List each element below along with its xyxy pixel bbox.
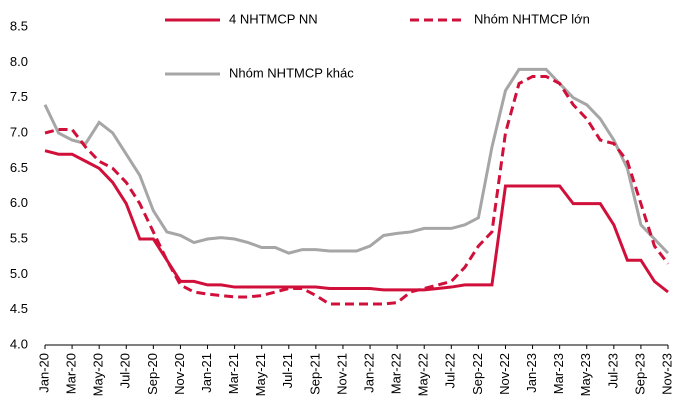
x-tick-label: May-21 bbox=[253, 353, 268, 396]
x-tick-label: May-20 bbox=[91, 353, 106, 396]
x-tick-label: Jan-20 bbox=[36, 353, 51, 393]
legend-label: Nhóm NHTMCP khác bbox=[229, 65, 354, 80]
x-tick-label: May-23 bbox=[578, 353, 593, 396]
x-tick-label: May-22 bbox=[416, 353, 431, 396]
x-tick-label: Sep-21 bbox=[307, 353, 322, 395]
x-tick-label: Mar-23 bbox=[551, 353, 566, 394]
legend-label: 4 NHTMCP NN bbox=[229, 11, 318, 26]
y-tick-label: 8.5 bbox=[10, 18, 28, 33]
x-tick-label: Mar-20 bbox=[64, 353, 79, 394]
x-tick-label: Sep-23 bbox=[632, 353, 647, 395]
series-line bbox=[43, 67, 670, 255]
y-tick-label: 6.5 bbox=[10, 160, 28, 175]
x-tick-label: Sep-20 bbox=[145, 353, 160, 395]
x-tick-label: Jul-20 bbox=[118, 353, 133, 388]
x-tick-label: Jul-21 bbox=[280, 353, 295, 388]
y-tick-label: 7.0 bbox=[10, 124, 28, 139]
series-line bbox=[44, 149, 669, 294]
x-tick-label: Jan-22 bbox=[361, 353, 376, 393]
y-tick-label: 5.5 bbox=[10, 230, 28, 245]
x-tick-label: Sep-22 bbox=[470, 353, 485, 395]
legend-label: Nhóm NHTMCP lớn bbox=[474, 11, 590, 26]
y-tick-label: 8.0 bbox=[10, 54, 28, 69]
x-tick-label: Jan-23 bbox=[524, 353, 539, 393]
x-tick-label: Jan-21 bbox=[199, 353, 214, 393]
y-tick-label: 4.0 bbox=[10, 336, 28, 351]
x-tick-label: Nov-21 bbox=[334, 353, 349, 395]
x-tick-label: Jul-22 bbox=[443, 353, 458, 388]
y-tick-label: 7.5 bbox=[10, 89, 28, 104]
series-line bbox=[44, 74, 670, 306]
x-tick-label: Mar-21 bbox=[226, 353, 241, 394]
x-tick-label: Mar-22 bbox=[389, 353, 404, 394]
x-tick-label: Nov-20 bbox=[172, 353, 187, 395]
x-tick-label: Nov-22 bbox=[497, 353, 512, 395]
y-tick-label: 6.0 bbox=[10, 195, 28, 210]
x-tick-label: Nov-23 bbox=[659, 353, 674, 395]
x-tick-label: Jul-23 bbox=[605, 353, 620, 388]
y-tick-label: 5.0 bbox=[10, 266, 28, 281]
y-tick-label: 4.5 bbox=[10, 301, 28, 316]
